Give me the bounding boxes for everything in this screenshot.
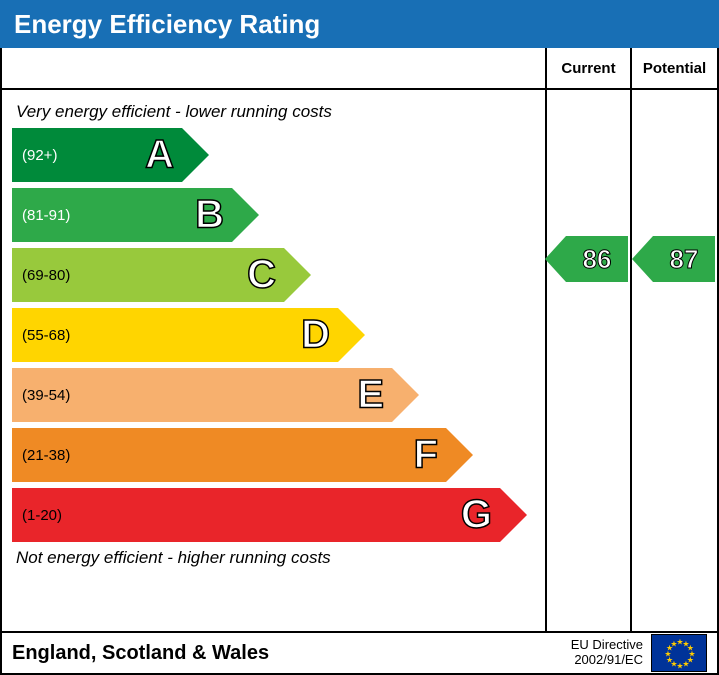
band-letter: F [414, 433, 438, 478]
bands-area: Very energy efficient - lower running co… [2, 90, 547, 631]
top-note: Very energy efficient - lower running co… [16, 102, 545, 122]
band-range: (1-20) [12, 507, 500, 524]
band-bar: (21-38)F [12, 428, 446, 482]
band-range: (39-54) [12, 387, 392, 404]
potential-pointer: 87 [653, 236, 715, 282]
band-letter: B [195, 193, 224, 238]
current-column: 86 [547, 90, 632, 631]
chart-grid: Current Potential Very energy efficient … [0, 48, 719, 675]
potential-value: 87 [670, 244, 699, 275]
band-e: (39-54)E [12, 368, 545, 422]
band-range: (55-68) [12, 327, 338, 344]
band-letter: E [357, 373, 384, 418]
eu-flag-icon: ★★★★★★★★★★★★ [651, 634, 707, 672]
band-c: (69-80)C [12, 248, 545, 302]
band-letter: C [247, 253, 276, 298]
epc-chart: Energy Efficiency Rating Current Potenti… [0, 0, 719, 675]
potential-column: 87 [632, 90, 717, 631]
header-potential: Potential [632, 48, 717, 90]
header-spacer [2, 48, 547, 90]
band-bar: (81-91)B [12, 188, 232, 242]
band-bar: (55-68)D [12, 308, 338, 362]
eu-star-icon: ★ [670, 639, 677, 648]
band-g: (1-20)G [12, 488, 545, 542]
chart-title: Energy Efficiency Rating [0, 0, 719, 48]
band-d: (55-68)D [12, 308, 545, 362]
header-current: Current [547, 48, 632, 90]
band-range: (69-80) [12, 267, 284, 284]
band-bar: (39-54)E [12, 368, 392, 422]
band-f: (21-38)F [12, 428, 545, 482]
current-value: 86 [583, 244, 612, 275]
band-letter: G [461, 493, 492, 538]
band-bar: (92+)A [12, 128, 182, 182]
chart-footer: England, Scotland & Wales EU Directive 2… [2, 631, 717, 673]
band-a: (92+)A [12, 128, 545, 182]
band-b: (81-91)B [12, 188, 545, 242]
band-letter: D [301, 313, 330, 358]
footer-region: England, Scotland & Wales [12, 642, 571, 665]
footer-directive: EU Directive 2002/91/EC [571, 638, 643, 668]
band-bar: (69-80)C [12, 248, 284, 302]
band-letter: A [145, 133, 174, 178]
current-pointer: 86 [566, 236, 628, 282]
band-bar: (1-20)G [12, 488, 500, 542]
band-range: (21-38) [12, 447, 446, 464]
bottom-note: Not energy efficient - higher running co… [16, 548, 545, 568]
